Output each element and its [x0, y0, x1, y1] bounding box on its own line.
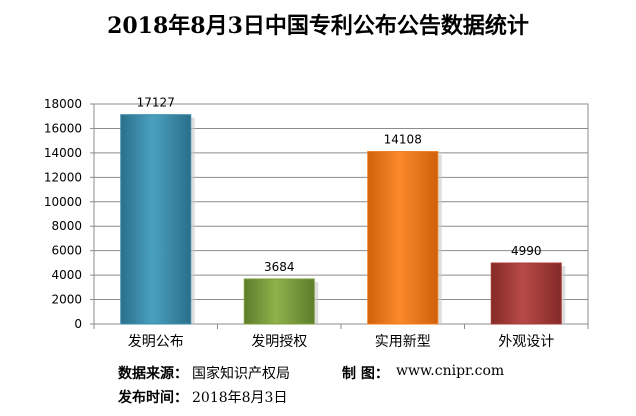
y-tick-label: 2000 [51, 293, 82, 307]
y-tick-label: 6000 [51, 244, 82, 258]
date-label: 发布时间： [118, 387, 188, 407]
y-tick-label: 14000 [44, 146, 82, 160]
category-label: 发明授权 [251, 334, 307, 350]
maker-value: www.cnipr.com [396, 363, 504, 379]
data-label: 14108 [384, 133, 422, 147]
y-tick-label: 4000 [51, 268, 82, 282]
maker-label: 制 图： [342, 363, 389, 383]
category-label: 外观设计 [498, 334, 554, 350]
date-value: 2018年8月3日 [192, 387, 287, 407]
data-label: 4990 [511, 244, 542, 258]
category-label: 实用新型 [375, 334, 431, 350]
y-tick-label: 16000 [44, 121, 82, 135]
data-label: 17127 [137, 96, 175, 110]
data-label: 3684 [264, 260, 295, 274]
y-tick-label: 10000 [44, 195, 82, 209]
y-tick-label: 8000 [51, 219, 82, 233]
category-label: 发明公布 [128, 334, 184, 350]
bar-1 [121, 115, 191, 324]
source-label: 数据来源： [118, 363, 188, 383]
bar-4 [491, 263, 561, 324]
bar-2 [244, 279, 314, 324]
source-value: 国家知识产权局 [192, 363, 290, 383]
y-tick-label: 0 [74, 317, 82, 331]
y-tick-label: 18000 [44, 97, 82, 111]
y-tick-label: 12000 [44, 170, 82, 184]
bar-3 [368, 152, 438, 324]
